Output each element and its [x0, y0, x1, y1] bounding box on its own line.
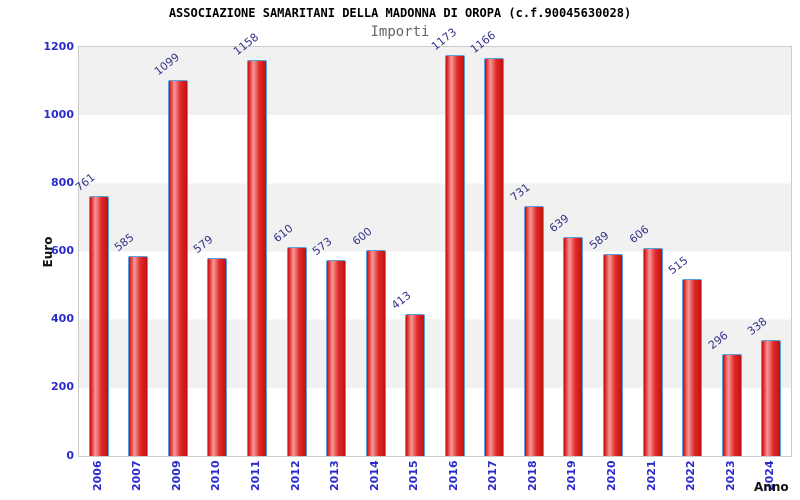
bar-value-label: 639	[547, 211, 572, 235]
bar	[128, 256, 149, 456]
bar	[167, 80, 188, 456]
bar	[444, 55, 465, 456]
bar-value-label: 600	[349, 224, 375, 248]
bar	[207, 258, 228, 456]
bar-value-label: 1099	[151, 50, 182, 78]
x-tick-label: 2020	[605, 460, 618, 491]
bar-value-label: 606	[626, 222, 652, 246]
bar-value-label: 515	[666, 253, 691, 277]
x-tick-label: 2021	[644, 460, 658, 491]
bar-value-label: 296	[705, 328, 731, 352]
bar-value-label: 573	[310, 234, 335, 258]
x-tick-label: 2017	[486, 460, 500, 491]
chart-subtitle: Importi	[370, 24, 430, 40]
bar-value-label: 761	[72, 170, 98, 194]
x-tick-label: 2016	[446, 460, 460, 491]
bar	[721, 354, 742, 456]
bar	[761, 340, 782, 456]
x-tick-label: 2010	[209, 460, 223, 491]
bar	[405, 314, 426, 456]
bar	[603, 254, 623, 456]
bar-value-label: 413	[389, 288, 414, 312]
bar-value-label: 338	[745, 314, 770, 338]
x-tick-label: 2012	[288, 460, 302, 491]
x-tick-label: 2018	[525, 460, 539, 491]
x-tick-label: 2014	[367, 460, 381, 491]
y-tick-label: 200	[51, 380, 74, 394]
bar	[682, 279, 703, 456]
y-tick-label: 1000	[43, 107, 74, 121]
y-tick-label: 0	[66, 448, 74, 462]
bar	[286, 247, 307, 456]
bar-value-label: 731	[507, 180, 533, 204]
bar-value-label: 589	[586, 228, 612, 252]
bar	[326, 260, 347, 456]
bar-value-label: 585	[112, 230, 137, 254]
y-tick-label: 400	[51, 312, 74, 326]
x-tick-label: 2013	[328, 460, 342, 491]
chart-title: ASSOCIAZIONE SAMARITANI DELLA MADONNA DI…	[168, 6, 632, 20]
y-tick-label: 800	[51, 175, 74, 189]
x-tick-label: 2015	[407, 460, 421, 491]
bar	[642, 248, 663, 456]
bar	[365, 250, 386, 456]
bar-value-label: 579	[191, 232, 216, 256]
y-tick-label: 600	[51, 244, 74, 257]
bar-value-label: 610	[270, 221, 296, 245]
bar	[247, 60, 267, 456]
x-tick-label: 2007	[130, 460, 144, 491]
x-tick-label: 2009	[169, 460, 183, 491]
x-tick-label: 2006	[90, 460, 104, 491]
bar	[88, 196, 109, 456]
x-tick-label: 2023	[723, 460, 737, 491]
x-axis-title: Anno	[754, 480, 789, 494]
bar	[484, 58, 505, 456]
x-tick-label: 2011	[249, 460, 262, 491]
y-tick-label: 1200	[43, 39, 74, 53]
x-tick-label: 2019	[565, 460, 579, 491]
plot-area: 761 585 1099 579 1158 610 573 600 413 1173 1166 731…	[73, 26, 792, 457]
bar	[563, 237, 584, 456]
x-tick-label: 2022	[684, 460, 698, 491]
bar	[523, 206, 544, 456]
